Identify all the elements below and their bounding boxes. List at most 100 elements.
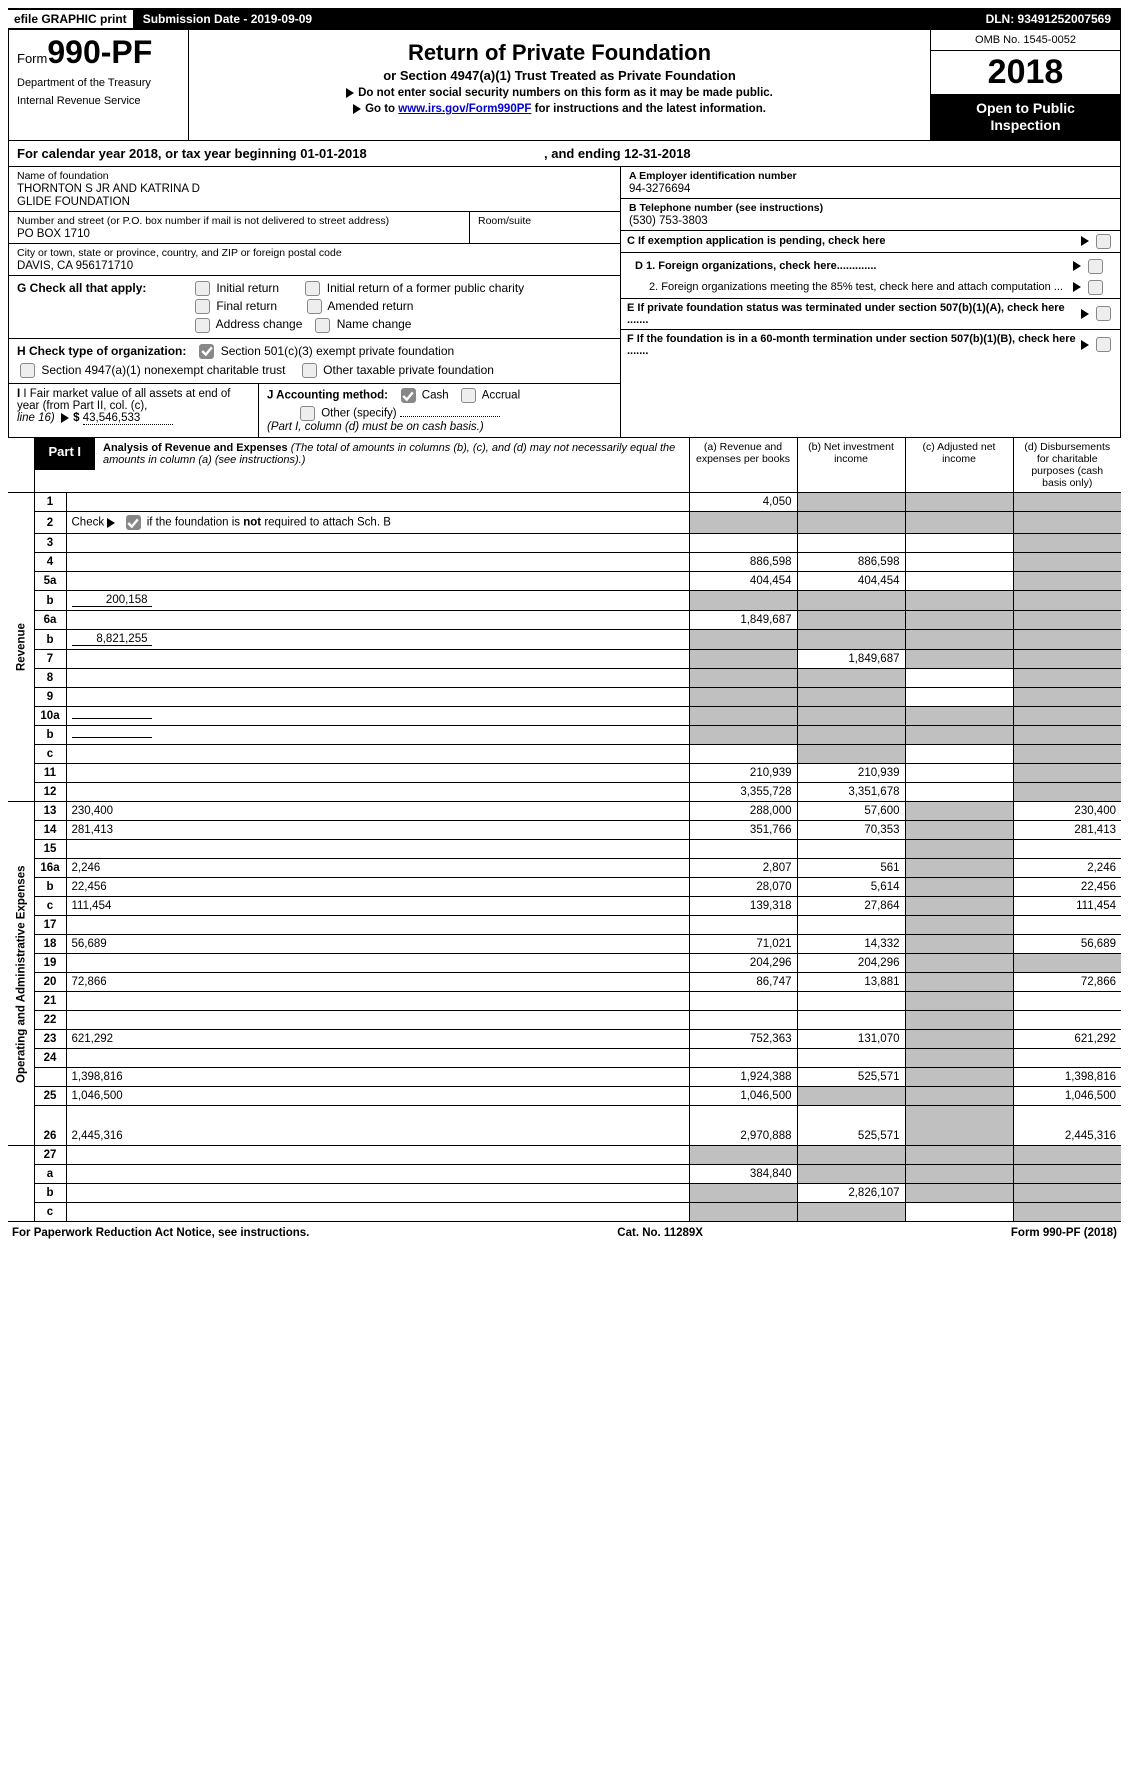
data-cell [797, 1087, 905, 1106]
form-word: Form [17, 51, 47, 66]
data-cell: 752,363 [689, 1030, 797, 1049]
data-cell: 2,807 [689, 859, 797, 878]
part1-tag: Part I [35, 438, 96, 470]
data-cell: 404,454 [689, 572, 797, 591]
data-cell: 70,353 [797, 821, 905, 840]
row-desc [66, 726, 689, 745]
checkbox-final-return[interactable] [195, 299, 210, 314]
data-cell: 72,866 [1013, 973, 1121, 992]
checkbox-e[interactable] [1096, 306, 1111, 321]
section-e: E If private foundation status was termi… [621, 299, 1120, 330]
main-title: Return of Private Foundation [199, 40, 920, 66]
row-desc [66, 572, 689, 591]
row-num: 4 [34, 553, 66, 572]
data-cell [1013, 954, 1121, 973]
submission-date: Submission Date - 2019-09-09 [133, 10, 322, 28]
table-row: c [8, 745, 1121, 764]
row-desc [66, 783, 689, 802]
data-cell [1013, 1165, 1121, 1184]
data-cell [905, 897, 1013, 916]
table-row: 14 281,413 351,766 70,353 281,413 [8, 821, 1121, 840]
checkbox-name-change[interactable] [315, 318, 330, 333]
checkbox-accrual[interactable] [461, 388, 476, 403]
table-row: b 200,158 [8, 591, 1121, 611]
data-cell [1013, 591, 1121, 611]
header-left: Form990-PF Department of the Treasury In… [9, 30, 189, 140]
table-row: 11 210,939 210,939 [8, 764, 1121, 783]
data-cell [797, 726, 905, 745]
data-cell: 5,614 [797, 878, 905, 897]
data-cell: 22,456 [1013, 878, 1121, 897]
data-cell: 288,000 [689, 802, 797, 821]
row-desc [66, 688, 689, 707]
calendar-year-row: For calendar year 2018, or tax year begi… [8, 141, 1121, 167]
data-cell [1013, 745, 1121, 764]
data-cell [1013, 493, 1121, 512]
data-cell [1013, 650, 1121, 669]
checkbox-initial-return[interactable] [195, 281, 210, 296]
data-cell: 13,881 [797, 973, 905, 992]
table-row: c 111,454 139,318 27,864 111,454 [8, 897, 1121, 916]
data-cell [1013, 840, 1121, 859]
data-cell: 131,070 [797, 1030, 905, 1049]
data-cell [905, 650, 1013, 669]
data-cell: 1,046,500 [1013, 1087, 1121, 1106]
checkbox-other-method[interactable] [300, 406, 315, 421]
irs-link[interactable]: www.irs.gov/Form990PF [398, 103, 531, 115]
data-cell [905, 572, 1013, 591]
data-cell: 351,766 [689, 821, 797, 840]
data-cell [689, 840, 797, 859]
data-cell: 1,924,388 [689, 1068, 797, 1087]
row-num: b [34, 726, 66, 745]
row-desc [66, 669, 689, 688]
data-cell [797, 688, 905, 707]
form-number: 990-PF [47, 34, 152, 70]
row-desc: 8,821,255 [66, 630, 689, 650]
data-cell [1013, 630, 1121, 650]
checkbox-d2[interactable] [1088, 280, 1103, 295]
table-row: 27 [8, 1146, 1121, 1165]
data-cell [1013, 669, 1121, 688]
section-g: G Check all that apply: Initial return I… [9, 276, 620, 339]
data-cell [797, 992, 905, 1011]
data-cell [797, 1165, 905, 1184]
table-row: b 8,821,255 [8, 630, 1121, 650]
data-cell [689, 650, 797, 669]
data-cell: 27,864 [797, 897, 905, 916]
data-cell [905, 916, 1013, 935]
data-cell [905, 688, 1013, 707]
checkbox-amended[interactable] [307, 299, 322, 314]
row-desc [66, 611, 689, 630]
row-num: b [34, 591, 66, 611]
data-cell: 1,398,816 [1013, 1068, 1121, 1087]
data-cell [1013, 688, 1121, 707]
row-num: 10a [34, 707, 66, 726]
row-desc [66, 707, 689, 726]
data-cell [905, 707, 1013, 726]
checkbox-other-taxable[interactable] [302, 363, 317, 378]
data-cell: 886,598 [689, 553, 797, 572]
form-page: efile GRAPHIC print Submission Date - 20… [0, 0, 1129, 1252]
checkbox-d1[interactable] [1088, 259, 1103, 274]
data-cell: 3,355,728 [689, 783, 797, 802]
checkbox-schb[interactable] [126, 515, 141, 530]
checkbox-initial-former[interactable] [305, 281, 320, 296]
omb-number: OMB No. 1545-0052 [931, 30, 1120, 51]
data-cell [1013, 764, 1121, 783]
data-cell [905, 512, 1013, 534]
checkbox-f[interactable] [1096, 337, 1111, 352]
data-cell [905, 1203, 1013, 1222]
table-row: a 384,840 [8, 1165, 1121, 1184]
data-cell [905, 802, 1013, 821]
checkbox-cash[interactable] [401, 388, 416, 403]
table-row: 24 [8, 1049, 1121, 1068]
col-b-header: (b) Net investment income [797, 438, 905, 493]
paperwork-notice: For Paperwork Reduction Act Notice, see … [12, 1227, 309, 1239]
checkbox-501c3[interactable] [199, 344, 214, 359]
checkbox-c[interactable] [1096, 234, 1111, 249]
header-row: Form990-PF Department of the Treasury In… [8, 30, 1121, 141]
data-cell [905, 878, 1013, 897]
table-row: b [8, 726, 1121, 745]
checkbox-4947a1[interactable] [20, 363, 35, 378]
checkbox-address-change[interactable] [195, 318, 210, 333]
